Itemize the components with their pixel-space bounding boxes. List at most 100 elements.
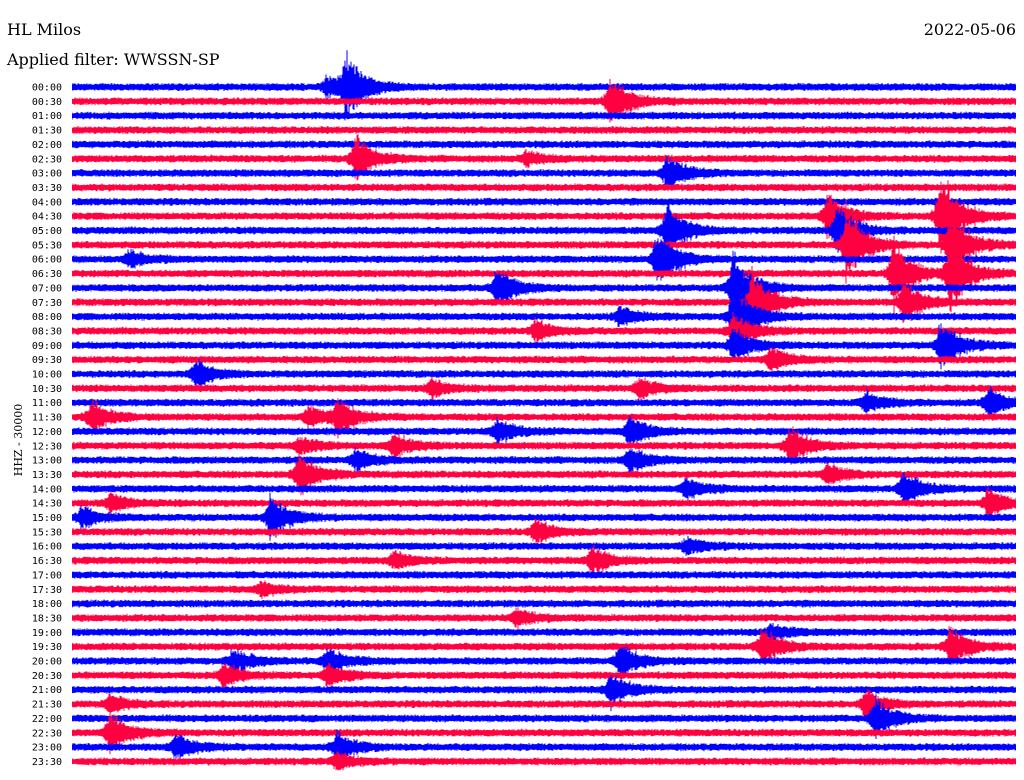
trace-row-2230 [72, 708, 1016, 755]
trace-row-0430 [72, 180, 1016, 254]
row-time-label: 04:30 [32, 212, 62, 223]
trace-row-2330 [72, 751, 1016, 771]
trace-row-0230 [72, 134, 1016, 181]
trace-row-1530 [72, 518, 1016, 544]
row-time-label: 02:00 [32, 140, 62, 151]
trace-row-0830 [72, 311, 1016, 353]
row-time-label: 19:30 [32, 642, 62, 653]
trace-row-1700 [72, 570, 1016, 580]
trace-row-0400 [72, 197, 1016, 206]
trace-row-0300 [72, 155, 1016, 190]
trace-row-0900 [72, 323, 1016, 370]
row-time-label: 05:00 [32, 226, 62, 237]
trace-row-0730 [72, 265, 1016, 333]
row-time-label: 13:30 [32, 470, 62, 481]
row-time-label: 09:00 [32, 341, 62, 352]
row-time-label: 03:00 [32, 169, 62, 180]
trace-row-2030 [72, 662, 1016, 689]
trace-row-0530 [72, 199, 1016, 284]
trace-row-2300 [72, 729, 1016, 764]
row-time-label: 23:30 [32, 757, 62, 768]
row-time-label: 22:00 [32, 714, 62, 725]
trace-row-1300 [72, 446, 1016, 477]
row-time-label: 01:00 [32, 111, 62, 122]
row-time-label: 06:30 [32, 269, 62, 280]
trace-row-1930 [72, 626, 1016, 664]
trace-row-0030 [72, 79, 1016, 123]
row-time-label: 16:00 [32, 542, 62, 553]
row-time-label: 00:30 [32, 97, 62, 108]
trace-row-0600 [72, 238, 1016, 281]
trace-row-0130 [72, 125, 1016, 135]
row-time-label: 14:00 [32, 484, 62, 495]
row-time-label: 17:30 [32, 585, 62, 596]
row-time-label: 17:00 [32, 570, 62, 581]
row-time-label: 09:30 [32, 355, 62, 366]
row-time-label: 16:30 [32, 556, 62, 567]
row-time-label: 20:30 [32, 671, 62, 682]
trace-row-1800 [72, 599, 1016, 608]
row-time-label: 07:00 [32, 283, 62, 294]
trace-row-1600 [72, 535, 1016, 556]
row-time-label: 02:30 [32, 154, 62, 165]
row-time-label: 11:30 [32, 413, 62, 424]
row-time-label: 13:00 [32, 456, 62, 467]
row-time-label: 08:30 [32, 326, 62, 337]
trace-row-1400 [72, 472, 1016, 506]
trace-row-1630 [72, 545, 1016, 578]
filter-label: Applied filter: WWSSN-SP [7, 50, 220, 69]
row-time-label: 11:00 [32, 398, 62, 409]
trace-row-2100 [72, 675, 1016, 712]
row-time-label: 07:30 [32, 298, 62, 309]
row-time-label: 21:00 [32, 685, 62, 696]
row-time-label: 12:00 [32, 427, 62, 438]
row-time-label: 14:30 [32, 499, 62, 510]
row-time-label: 19:00 [32, 628, 62, 639]
row-time-label: 18:00 [32, 599, 62, 610]
trace-row-1430 [72, 487, 1016, 518]
trace-row-1730 [72, 580, 1016, 600]
trace-row-1330 [72, 451, 1016, 496]
row-time-label: 10:00 [32, 370, 62, 381]
record-date: 2022-05-06 [923, 20, 1016, 39]
row-time-label: 08:00 [32, 312, 62, 323]
row-time-label: 23:00 [32, 743, 62, 754]
trace-row-0000 [72, 50, 1016, 121]
row-time-label: 03:30 [32, 183, 62, 194]
station-name: HL Milos [7, 20, 82, 39]
row-time-label: 22:30 [32, 728, 62, 739]
row-time-label: 01:30 [32, 126, 62, 137]
trace-row-1100 [72, 385, 1016, 420]
trace-row-1200 [72, 415, 1016, 449]
trace-row-1000 [72, 359, 1016, 388]
row-time-label: 18:30 [32, 613, 62, 624]
row-time-label: 00:00 [32, 83, 62, 94]
row-time-label: 06:00 [32, 255, 62, 266]
trace-row-1500 [72, 492, 1016, 541]
row-time-label: 15:00 [32, 513, 62, 524]
trace-row-0700 [72, 250, 1016, 333]
trace-row-2000 [72, 646, 1016, 677]
trace-row-1130 [72, 398, 1016, 439]
row-time-label: 04:00 [32, 197, 62, 208]
trace-row-0330 [72, 183, 1016, 192]
trace-row-0100 [72, 111, 1016, 120]
trace-row-2130 [72, 689, 1016, 719]
row-time-label: 15:30 [32, 527, 62, 538]
row-time-label: 21:30 [32, 700, 62, 711]
trace-row-1830 [72, 607, 1016, 629]
trace-row-0200 [72, 140, 1016, 149]
row-time-label: 05:30 [32, 240, 62, 251]
trace-row-0630 [72, 235, 1016, 314]
trace-row-2200 [72, 694, 1016, 739]
trace-row-1230 [72, 426, 1016, 465]
trace-row-0930 [72, 347, 1016, 372]
row-time-label: 20:00 [32, 657, 62, 668]
trace-row-1030 [72, 376, 1016, 401]
trace-row-0500 [72, 200, 1016, 257]
trace-row-1900 [72, 623, 1016, 644]
trace-row-0800 [72, 287, 1016, 346]
row-time-label: 10:30 [32, 384, 62, 395]
row-time-label: 12:30 [32, 441, 62, 452]
